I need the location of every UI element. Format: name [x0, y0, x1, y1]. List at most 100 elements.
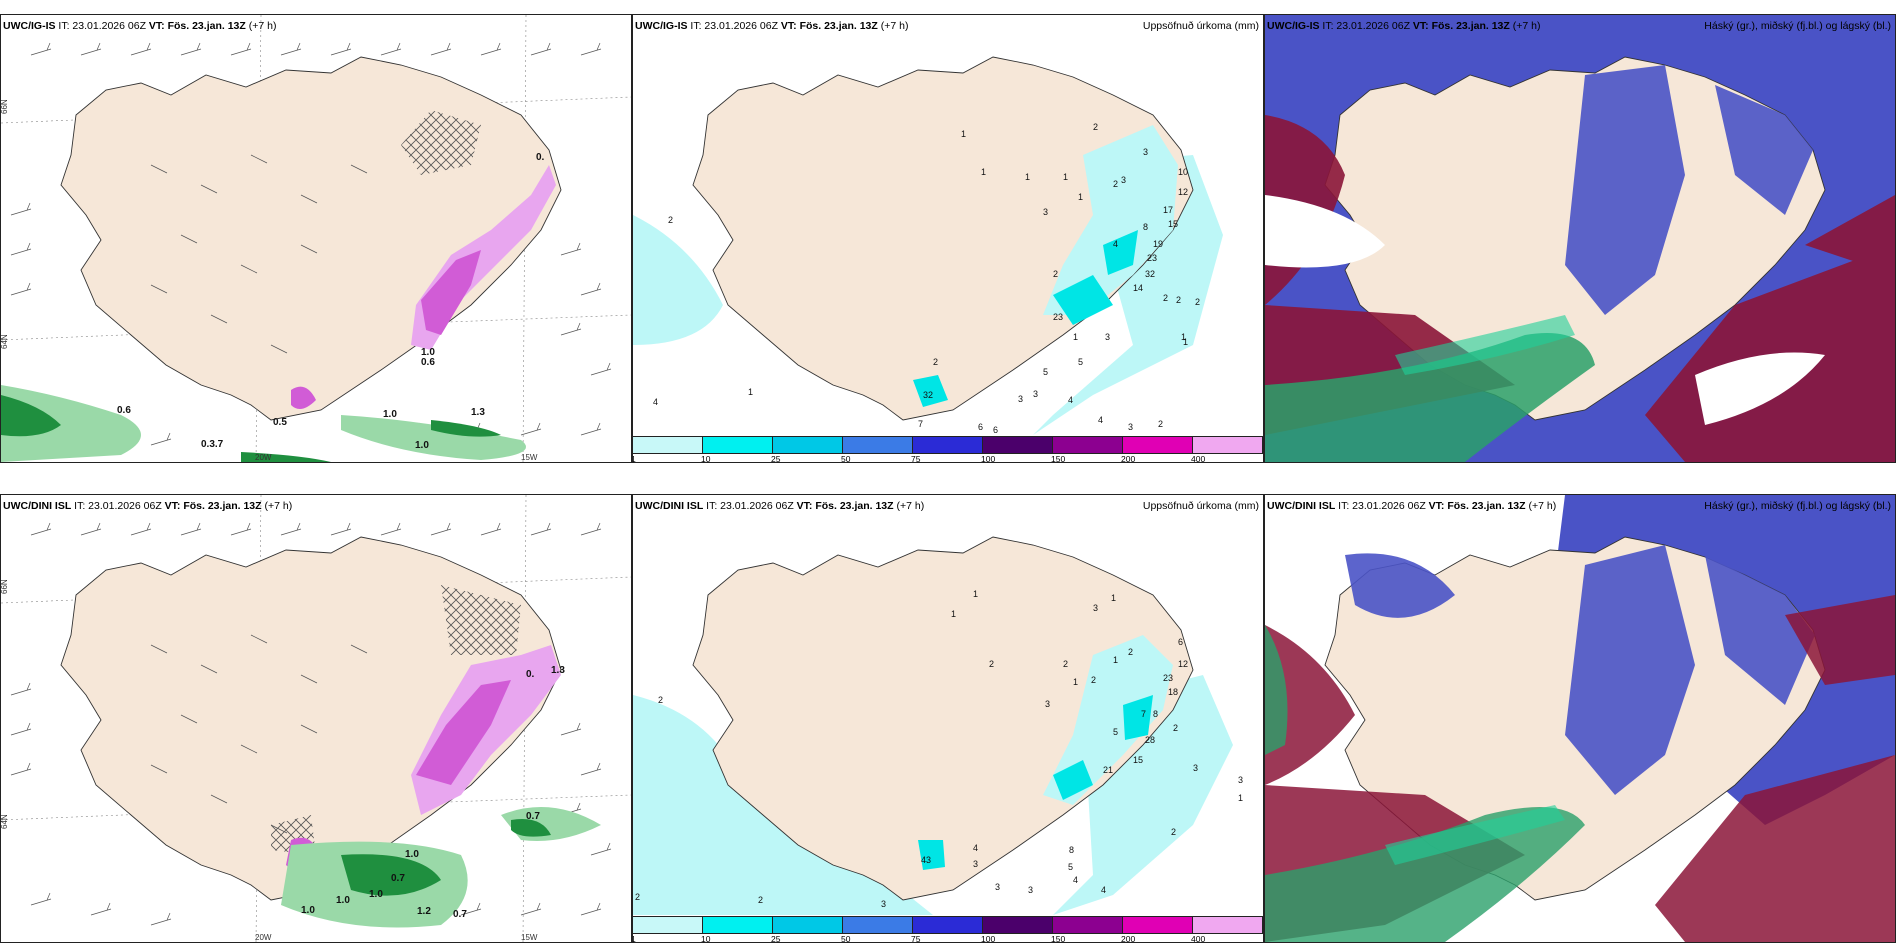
colorbar-tick: 200: [1121, 934, 1136, 943]
precip-label: 6: [978, 422, 983, 432]
precip-label: 2: [1163, 293, 1168, 303]
precip-label: 3: [973, 859, 978, 869]
precip-label: 5: [1113, 727, 1118, 737]
panel-title: Uppsöfnuð úrkoma (mm): [1142, 500, 1259, 512]
precip-label: 1: [1238, 793, 1243, 803]
precip-label: 3: [995, 882, 1000, 892]
colorbar-tick: 75: [910, 934, 921, 943]
precip-label: 32: [1145, 269, 1155, 279]
colorbar: 1 10 25 50 75 100 150 200 400: [633, 436, 1263, 462]
precip-label: 4: [1073, 875, 1078, 885]
snow-label: 1.0: [415, 440, 429, 451]
precip-label: 2: [1128, 647, 1133, 657]
colorbar-cell: [1053, 917, 1123, 933]
cloud-white-gap: [1265, 195, 1825, 425]
panel-title: Háský (gr.), miðský (fj.bl.) og lágský (…: [1704, 20, 1891, 32]
precip-label: 7: [1141, 709, 1146, 719]
precip-label: 1: [951, 609, 956, 619]
precip-label: 5: [1043, 367, 1048, 377]
colorbar-cell: [913, 917, 983, 933]
precip-label: 1: [981, 167, 986, 177]
colorbar-tick: 150: [1051, 454, 1066, 463]
colorbar-cells: [633, 916, 1263, 934]
snow-label: 1.0: [301, 905, 315, 916]
colorbar-tick: 10: [700, 454, 711, 463]
precip-labels: 2 1 1 1 1 2 3 3 1 1 2 3 10 12 17 15 8 4 …: [653, 122, 1200, 435]
iceland-land: [692, 536, 1194, 901]
precip-label: 3: [1045, 699, 1050, 709]
lat-label: 64N: [1, 334, 9, 349]
colorbar-tick: 1: [633, 454, 636, 462]
cloud-high-green: [1265, 625, 1585, 942]
precip-light-land: [1043, 635, 1173, 805]
wind-barbs: [10, 522, 612, 926]
precip-label: 2: [1195, 297, 1200, 307]
precip-label: 2: [1113, 179, 1118, 189]
snow-label: 0.5: [273, 417, 287, 428]
precip-label: 2: [1171, 827, 1176, 837]
snow-labels: 0.6 0.5 1.0 1.3 0.6 1.0 0. 0.3.7 1.0: [117, 152, 545, 451]
precip-label: 12: [1178, 187, 1188, 197]
precip-label: 6: [1178, 637, 1183, 647]
precip-label: 3: [1028, 885, 1033, 895]
precip-label: 3: [1093, 603, 1098, 613]
iceland-land: [60, 536, 562, 901]
green-precip: [1, 385, 526, 462]
precip-label: 4: [1068, 395, 1073, 405]
panel-title: Uppsöfnuð úrkoma (mm): [1142, 20, 1259, 32]
colorbar-tick: 100: [981, 454, 996, 463]
colorbar-cell: [1193, 437, 1263, 453]
precip-label: 1: [1078, 192, 1083, 202]
snow-label: 1.3: [471, 407, 485, 418]
precip-mid: [913, 230, 1138, 407]
precip-label: 2: [933, 357, 938, 367]
panel-snow-dini: UWC/DINI ISL IT: 23.01.2026 06Z VT: Fös.…: [0, 494, 632, 943]
precip-mid: [918, 695, 1153, 870]
colorbar-cell: [1053, 437, 1123, 453]
colorbar-tick: 50: [841, 454, 851, 463]
colorbar-tick: 25: [770, 934, 781, 943]
snow-label: 1.0: [383, 409, 397, 420]
precip-label: 8: [1143, 222, 1148, 232]
colorbar-ticks: 1 10 25 50 75 100 150 200 400: [633, 454, 1263, 463]
panel-precip-dini: UWC/DINI ISL IT: 23.01.2026 06Z VT: Fös.…: [632, 494, 1264, 943]
colorbar-ticks: 1 10 25 50 75 100 150 200 400: [633, 934, 1263, 943]
lon-label: 15W: [521, 453, 538, 462]
panel-header: UWC/DINI ISL IT: 23.01.2026 06Z VT: Fös.…: [1267, 500, 1557, 512]
panel-precip-ig: UWC/IG-IS IT: 23.01.2026 06Z VT: Fös. 23…: [632, 14, 1264, 463]
precip-label: 2: [1091, 675, 1096, 685]
precip-label: 2: [668, 215, 673, 225]
precip-label: 3: [1043, 207, 1048, 217]
colorbar-cells: [633, 436, 1263, 454]
colorbar-tick: 100: [981, 934, 996, 943]
colorbar-cell: [773, 437, 843, 453]
precip-label: 14: [1133, 283, 1143, 293]
precip-label: 28: [1145, 735, 1155, 745]
snow-label: 1.3: [551, 665, 565, 676]
snow-label: 1.0: [421, 347, 435, 358]
precip-label: 32: [923, 390, 933, 400]
precip-label: 12: [1178, 659, 1188, 669]
precip-label: 3: [1033, 389, 1038, 399]
precip-label: 18: [1168, 687, 1178, 697]
iceland-land: [692, 56, 1194, 421]
cloud-high-green: [1265, 333, 1595, 462]
colorbar-tick: 1: [633, 934, 636, 942]
precip-light-land: [1043, 125, 1178, 315]
precip-label: 23: [1163, 673, 1173, 683]
snow-label: 1.0: [369, 889, 383, 900]
colorbar-cell: [1123, 917, 1193, 933]
precip-label: 4: [653, 397, 658, 407]
precip-label: 17: [1163, 205, 1173, 215]
precip-label: 23: [1053, 312, 1063, 322]
precip-label: 3: [1193, 763, 1198, 773]
precip-labels: 2 1 1 2 2 2 3 1 1 2 1 3 6 12 23 18 7 8 5…: [635, 589, 1243, 909]
colorbar-cell: [1123, 437, 1193, 453]
precip-label: 4: [1098, 415, 1103, 425]
precip-label: 7: [918, 419, 923, 429]
panel-title: Háský (gr.), miðský (fj.bl.) og lágský (…: [1704, 500, 1891, 512]
colorbar-tick: 10: [700, 934, 711, 943]
panel-cloud-ig: UWC/IG-IS IT: 23.01.2026 06Z VT: Fös. 23…: [1264, 14, 1896, 463]
precip-label: 6: [993, 425, 998, 435]
precip-label: 1: [1073, 677, 1078, 687]
